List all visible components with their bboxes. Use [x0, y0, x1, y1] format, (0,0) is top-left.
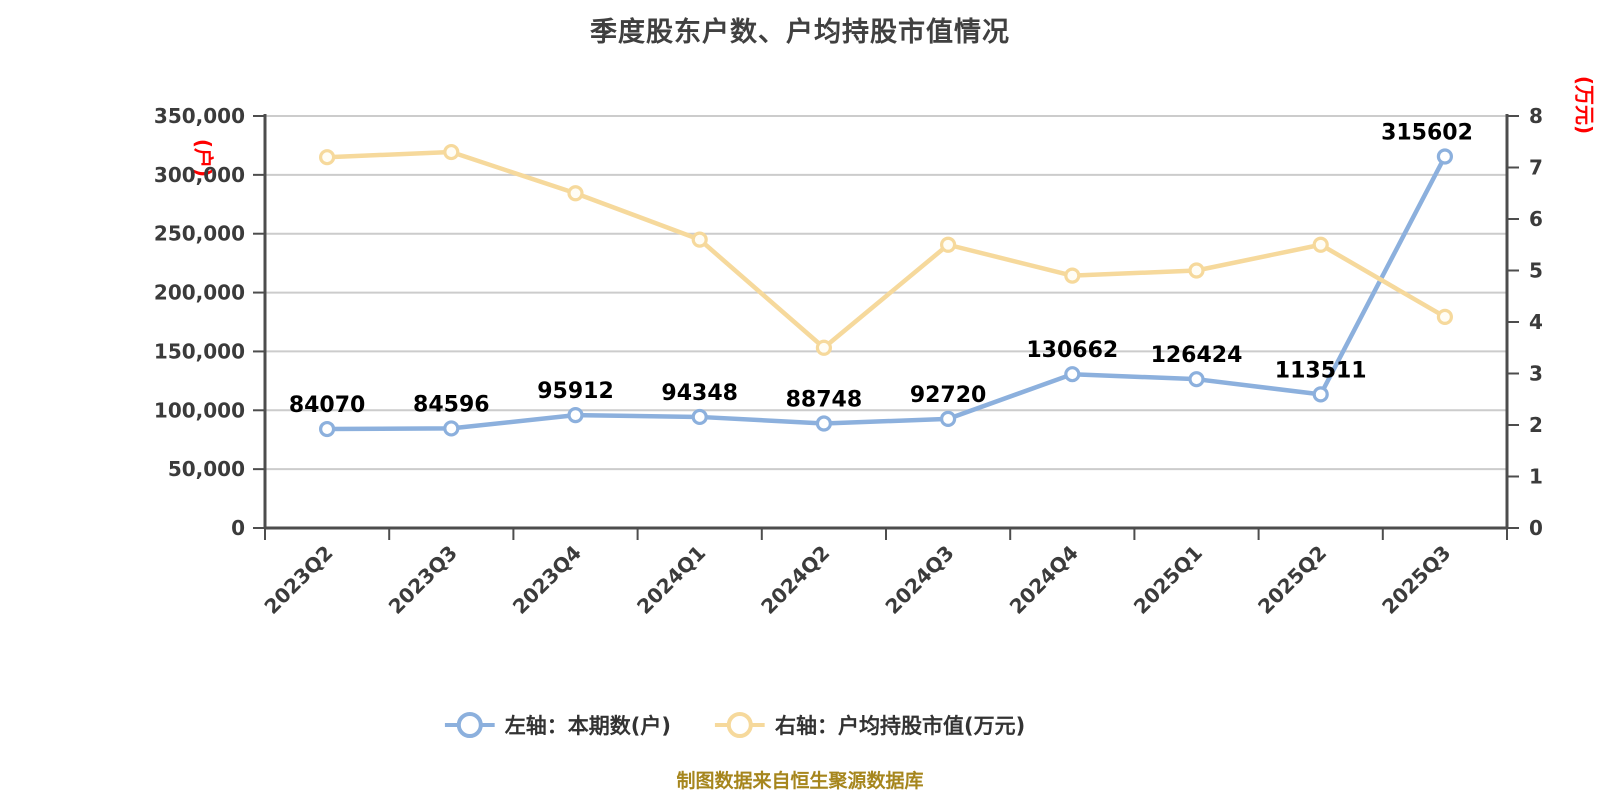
x-axis-label: 2025Q2	[1253, 541, 1331, 619]
data-point[interactable]	[939, 236, 957, 253]
left-axis-tick-label: 0	[231, 516, 245, 540]
data-point[interactable]	[939, 410, 957, 427]
data-label: 95912	[537, 379, 614, 404]
right-axis-tick-label: 1	[1529, 465, 1543, 489]
x-axis-label: 2025Q3	[1377, 541, 1455, 619]
x-axis-label: 2023Q3	[384, 541, 462, 619]
data-label: 315602	[1381, 120, 1473, 145]
data-label: 113511	[1275, 358, 1367, 383]
right-axis-tick-label: 2	[1529, 413, 1543, 437]
chart-title: 季度股东户数、户均持股市值情况	[590, 17, 1010, 48]
x-axis-label: 2025Q1	[1129, 541, 1207, 619]
right-axis-tick-label: 3	[1529, 362, 1543, 386]
data-point[interactable]	[1436, 308, 1454, 325]
right-axis-tick-label: 8	[1529, 104, 1543, 128]
left-axis-tick-label: 200,000	[154, 281, 245, 305]
legend-item-0[interactable]: 左轴：本期数(户)	[444, 710, 671, 740]
data-point[interactable]	[1312, 236, 1329, 253]
x-axis-label: 2024Q4	[1005, 541, 1083, 619]
data-point[interactable]	[319, 420, 336, 438]
legend-marker-icon	[444, 712, 495, 738]
data-point[interactable]	[567, 406, 584, 424]
series-line-0[interactable]	[324, 154, 1448, 432]
data-point[interactable]	[815, 339, 833, 356]
data-point[interactable]	[567, 185, 584, 202]
data-label: 130662	[1026, 338, 1118, 363]
x-axis-label: 2023Q2	[259, 541, 337, 619]
data-label: 84596	[413, 392, 490, 417]
data-point[interactable]	[1436, 148, 1454, 165]
right-axis-tick-label: 4	[1529, 310, 1543, 334]
legend-item-label: 右轴：户均持股市值(万元)	[775, 714, 1026, 738]
left-axis-tick-label: 250,000	[154, 222, 245, 246]
data-point[interactable]	[1188, 371, 1205, 388]
data-label: 84070	[289, 393, 366, 418]
right-axis-tick-label: 5	[1529, 259, 1543, 283]
data-point[interactable]	[1312, 386, 1329, 403]
data-point[interactable]	[1188, 262, 1205, 279]
x-axis-label: 2024Q3	[880, 541, 958, 619]
data-point[interactable]	[319, 149, 336, 166]
data-label: 88748	[786, 388, 863, 413]
x-axis-label: 2024Q1	[632, 541, 710, 619]
data-point[interactable]	[443, 143, 460, 161]
data-label: 92720	[910, 383, 987, 408]
data-label: 126424	[1151, 343, 1243, 368]
left-axis-tick-label: 150,000	[154, 339, 245, 363]
legend-item-1[interactable]: 右轴：户均持股市值(万元)	[715, 710, 1025, 740]
data-point[interactable]	[815, 415, 833, 432]
x-axis-label: 2023Q4	[508, 541, 586, 619]
data-label: 94348	[661, 381, 738, 406]
legend-item-label: 左轴：本期数(户)	[504, 714, 671, 738]
legend: 左轴：本期数(户) 右轴：户均持股市值(万元)	[444, 710, 1025, 740]
right-axis-tick-label: 0	[1529, 516, 1543, 540]
left-axis-tick-label: 100,000	[154, 398, 245, 422]
x-axis-label: 2024Q2	[756, 541, 834, 619]
left-axis-tick-label: 350,000	[154, 104, 245, 128]
source-note: 制图数据来自恒生聚源数据库	[676, 770, 924, 792]
left-axis-tick-label: 300,000	[154, 163, 245, 187]
data-point[interactable]	[691, 408, 708, 426]
data-point[interactable]	[1064, 267, 1081, 284]
data-point[interactable]	[691, 231, 708, 248]
right-axis-tick-label: 6	[1529, 207, 1543, 231]
data-point[interactable]	[1064, 366, 1081, 383]
right-axis-tick-label: 7	[1529, 156, 1543, 180]
data-point[interactable]	[443, 420, 460, 437]
series-line-1[interactable]	[324, 149, 1448, 350]
legend-marker-icon	[715, 712, 765, 738]
left-axis-tick-label: 50,000	[168, 457, 245, 481]
